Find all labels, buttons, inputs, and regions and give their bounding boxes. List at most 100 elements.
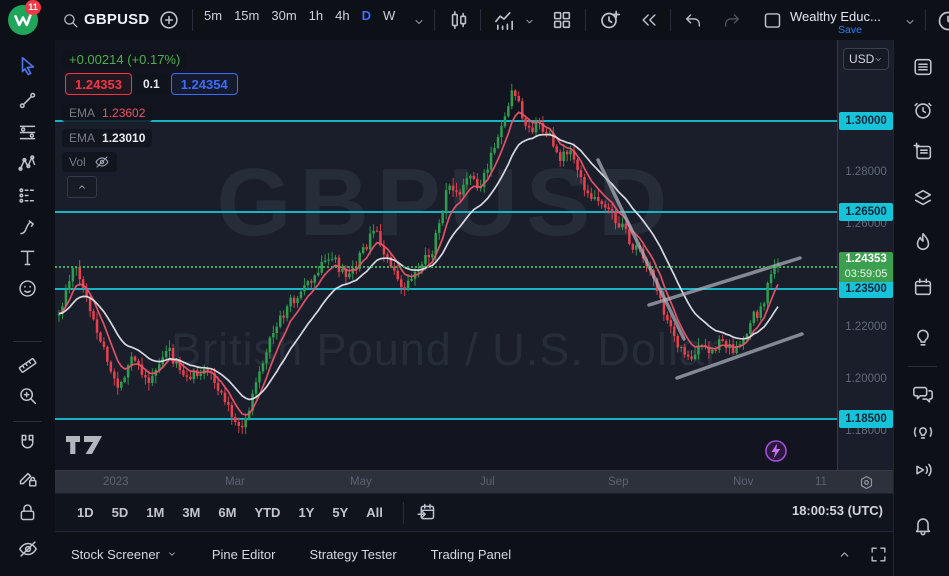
ema-legend-row[interactable]: EMA 1.23602 — [62, 104, 153, 122]
streams-icon[interactable] — [912, 459, 934, 481]
live-ideas-icon[interactable] — [912, 421, 934, 443]
fullscreen-icon[interactable] — [869, 545, 888, 564]
divider — [402, 501, 404, 524]
time-tick-label: Sep — [608, 476, 629, 488]
cursor-tool-icon[interactable] — [17, 55, 39, 77]
chart-canvas[interactable]: GBPUSD British Pound / U.S. Dollar +0.00… — [55, 40, 837, 470]
range-1d[interactable]: 1D — [77, 505, 94, 520]
bar-countdown: 03:59:05 — [844, 268, 888, 281]
horizontal-level-line[interactable] — [55, 120, 837, 122]
change-readout: +0.00214 (+0.17%) — [62, 50, 188, 69]
redo-icon[interactable] — [722, 11, 742, 30]
timeframe-1h[interactable]: 1h — [308, 8, 324, 23]
buy-button[interactable]: 1.24354 — [170, 73, 238, 95]
currency-selector[interactable]: USD — [843, 48, 889, 70]
pattern-tool-icon[interactable] — [17, 153, 38, 174]
watchlist-icon[interactable] — [912, 56, 934, 78]
range-1y[interactable]: 1Y — [298, 505, 315, 520]
logo-mark-icon — [14, 13, 32, 27]
range-3m[interactable]: 3M — [182, 505, 201, 520]
save-button[interactable]: Save — [838, 24, 862, 36]
candlestick-series — [57, 83, 804, 435]
price-tick-label: 1.28000 — [845, 165, 887, 178]
compare-add-icon[interactable] — [158, 9, 180, 31]
timeframe-4h[interactable]: 4h — [335, 8, 350, 23]
indicator-value: 1.23602 — [102, 106, 146, 120]
chat-icon[interactable] — [912, 383, 934, 405]
price-axis[interactable]: USD 1.28000 1.26000 1.22000 1.20000 1.18000 1… — [837, 40, 894, 470]
tab-strategy-tester[interactable]: Strategy Tester — [309, 546, 397, 562]
layout-name-button[interactable]: Wealthy Educ... — [790, 9, 881, 24]
stay-in-drawing-mode-icon[interactable] — [17, 467, 38, 488]
time-tick-label: Nov — [733, 476, 754, 488]
timeframe-d[interactable]: D — [361, 8, 371, 23]
lower-zone-shade — [55, 419, 837, 470]
timeframe-30m[interactable]: 30m — [271, 8, 297, 23]
range-all[interactable]: All — [366, 505, 383, 520]
range-1m[interactable]: 1M — [146, 505, 165, 520]
range-5d[interactable]: 5D — [111, 505, 129, 520]
order-buttons-row: 1.24353 0.1 1.24354 — [65, 73, 238, 95]
symbol-search-button[interactable]: GBPUSD — [84, 11, 150, 28]
tab-stock-screener[interactable]: Stock Screener — [71, 547, 178, 562]
calendar-icon[interactable] — [912, 276, 934, 298]
ideas-icon[interactable] — [912, 326, 934, 348]
range-5y[interactable]: 5Y — [332, 505, 349, 520]
legend-collapse-button[interactable] — [67, 176, 97, 198]
magnet-tool-icon[interactable] — [17, 432, 38, 453]
zoom-in-tool-icon[interactable] — [17, 385, 38, 406]
bar-replay-icon[interactable] — [639, 10, 659, 30]
layout-grid-icon[interactable] — [551, 9, 573, 31]
lock-drawings-icon[interactable] — [17, 502, 38, 523]
ema-legend-row[interactable]: EMA 1.23010 — [62, 129, 153, 147]
emoji-tool-icon[interactable] — [17, 278, 38, 299]
quick-search-clock-icon[interactable] — [936, 9, 949, 33]
timeframe-w[interactable]: W — [382, 8, 396, 23]
tab-pine-editor[interactable]: Pine Editor — [211, 546, 276, 562]
hide-drawings-icon[interactable] — [17, 538, 39, 560]
indicators-icon[interactable] — [493, 9, 516, 32]
chevron-down-icon[interactable] — [412, 16, 426, 28]
notification-count-badge: 11 — [25, 0, 41, 15]
text-tool-icon[interactable] — [17, 247, 38, 268]
range-ytd[interactable]: YTD — [254, 505, 281, 520]
tab-trading-panel[interactable]: Trading Panel — [430, 546, 512, 562]
range-6m[interactable]: 6M — [218, 505, 237, 520]
trend-line-tool-icon[interactable] — [17, 90, 38, 111]
chevron-down-icon[interactable] — [523, 16, 536, 27]
notes-add-icon[interactable] — [912, 141, 934, 163]
go-to-date-icon[interactable] — [416, 502, 437, 523]
panel-expand-chevron-icon[interactable] — [836, 548, 853, 561]
notifications-bell-icon[interactable] — [912, 514, 934, 536]
object-tree-icon[interactable] — [912, 187, 934, 209]
timeframe-15m[interactable]: 15m — [234, 8, 260, 23]
realtime-lightning-icon[interactable] — [764, 439, 788, 463]
forecast-tool-icon[interactable] — [17, 185, 38, 206]
chart-type-candles-icon[interactable] — [448, 9, 470, 31]
undo-icon[interactable] — [683, 11, 703, 30]
hotlists-icon[interactable] — [912, 231, 934, 253]
fib-retracement-tool-icon[interactable] — [17, 122, 38, 143]
axis-settings-gear-icon[interactable] — [858, 474, 875, 491]
brush-tool-icon[interactable] — [17, 217, 38, 238]
horizontal-level-line[interactable] — [55, 417, 837, 420]
timeframe-5m[interactable]: 5m — [204, 8, 223, 23]
time-tick-label: 2023 — [103, 476, 129, 488]
chevron-down-icon[interactable] — [903, 16, 917, 28]
chevron-down-icon — [169, 552, 175, 556]
measure-tool-icon[interactable] — [17, 353, 38, 374]
horizontal-level-line[interactable] — [55, 288, 837, 291]
alerts-icon[interactable] — [912, 99, 934, 121]
time-axis[interactable]: 2023 Mar May Jul Sep Nov 11 — [55, 470, 893, 494]
search-icon[interactable] — [62, 12, 79, 29]
divider — [192, 9, 193, 31]
tradingview-logo[interactable] — [65, 435, 103, 455]
layout-select-icon[interactable] — [762, 10, 783, 31]
divider — [925, 9, 926, 31]
alert-add-icon[interactable] — [598, 8, 622, 32]
price-tick-label: 1.22000 — [845, 321, 887, 334]
clock-readout[interactable]: 18:00:53 (UTC) — [791, 503, 883, 518]
sell-button[interactable]: 1.24353 — [65, 73, 132, 95]
volume-legend-row[interactable]: Vol — [62, 152, 117, 172]
eye-hidden-icon[interactable] — [94, 154, 110, 170]
